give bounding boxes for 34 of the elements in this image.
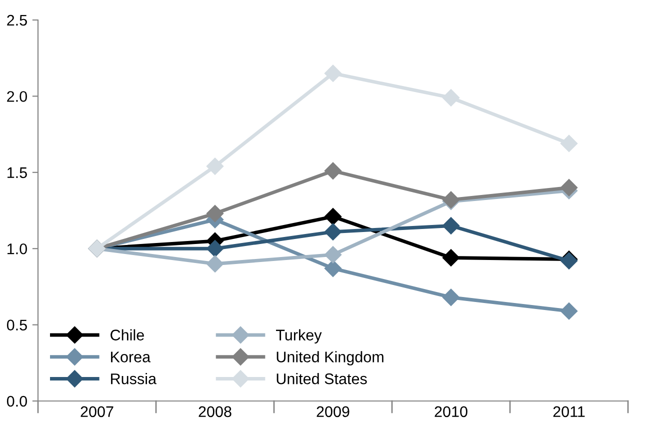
point: [442, 288, 460, 306]
x-tick-label: 2009: [316, 406, 350, 418]
point: [206, 255, 224, 272]
point: [560, 302, 578, 320]
legend-label: Russia: [111, 373, 157, 384]
point: [442, 217, 460, 234]
x-tick-label: 2008: [198, 406, 232, 418]
x-tick-label: 2007: [80, 406, 114, 418]
point: [206, 158, 224, 175]
x-tick-label: 2010: [434, 406, 468, 418]
point: [206, 240, 224, 258]
legend-label: Turkey: [276, 329, 322, 344]
y-tick-label: 2.5: [7, 14, 27, 26]
point: [324, 246, 342, 264]
y-tick-label: 1.0: [8, 243, 27, 254]
y-tick-label: 1.5: [8, 167, 27, 178]
y-tick-label: 0.0: [6, 396, 27, 407]
point: [206, 204, 224, 222]
point: [560, 179, 578, 196]
legend-label: Chile: [110, 329, 144, 340]
point: [442, 89, 460, 106]
point: [324, 260, 342, 277]
point: [324, 162, 342, 180]
point: [560, 134, 578, 152]
point: [324, 208, 342, 226]
x-tick-label: 2011: [553, 406, 585, 418]
point: [324, 64, 342, 82]
legend-label: United States: [276, 373, 367, 384]
point: [442, 249, 460, 266]
y-tick-label: 0.5: [6, 320, 27, 330]
point: [324, 223, 342, 240]
legend-label: United Kingdom: [276, 351, 384, 366]
y-tick-label: 2.0: [7, 91, 27, 102]
legend-label: Korea: [111, 352, 151, 362]
